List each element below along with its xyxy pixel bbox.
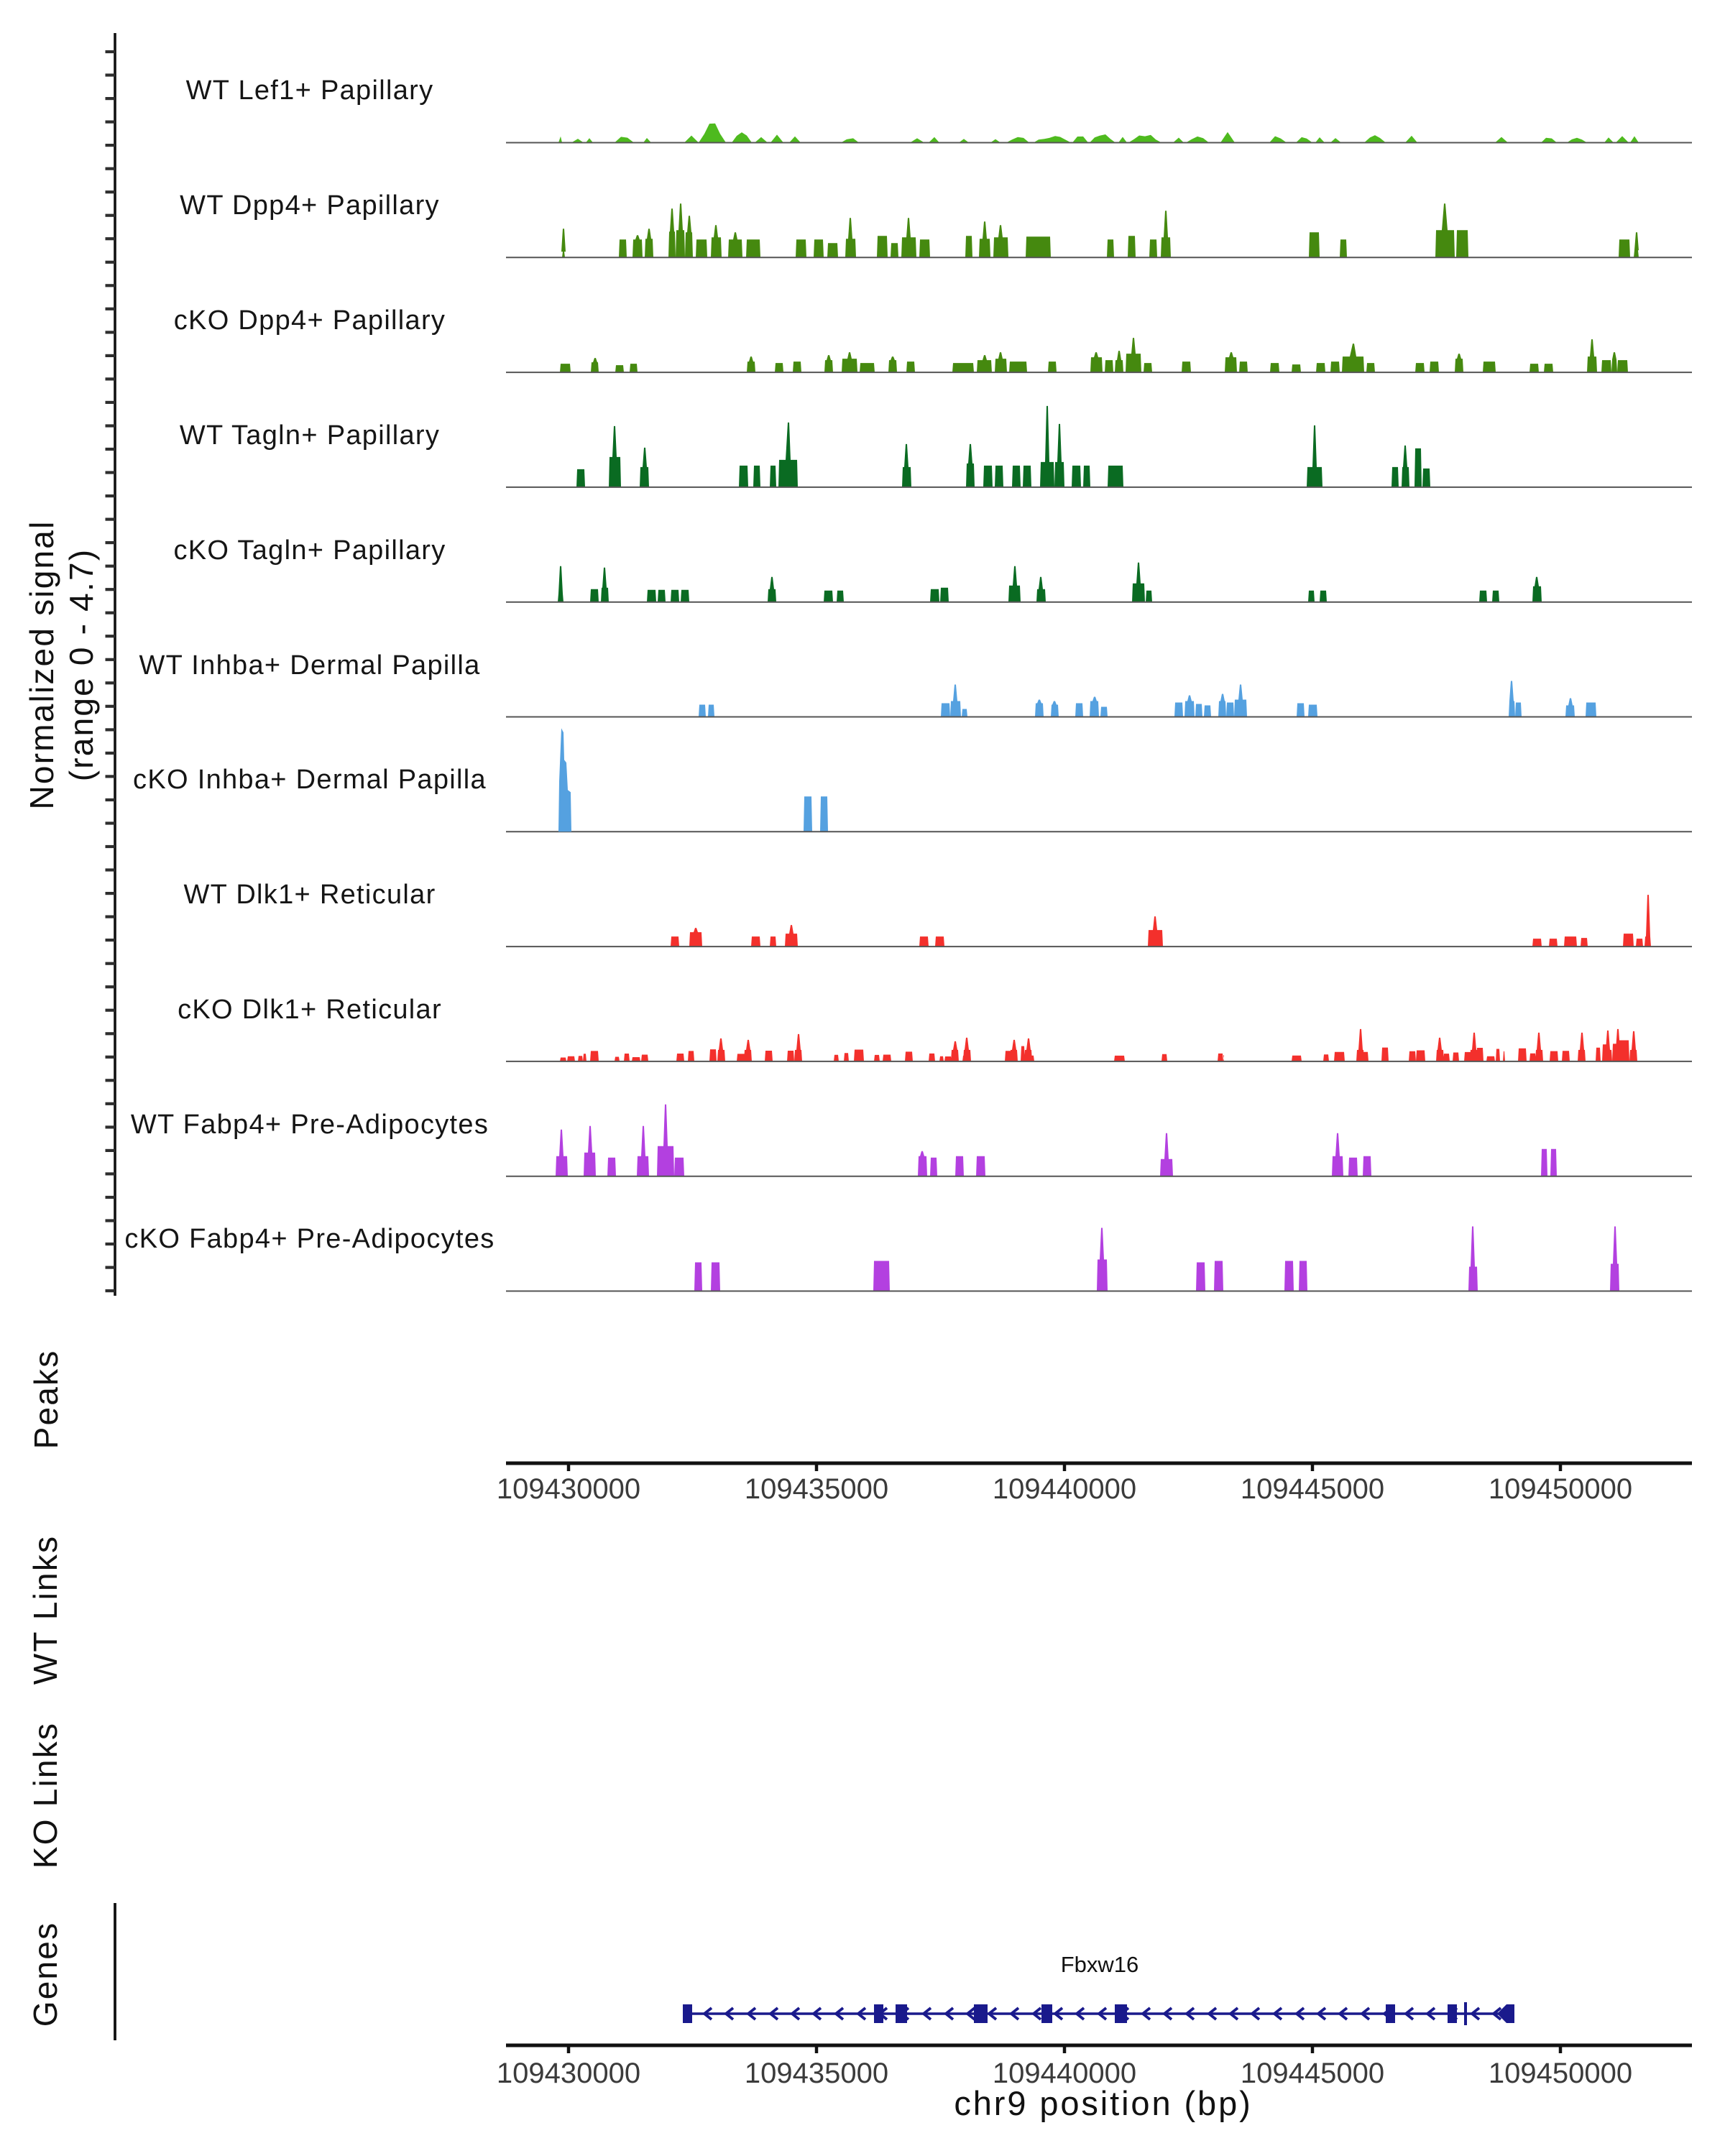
svg-text:109450000: 109450000 [1489, 2058, 1632, 2089]
svg-text:WT Tagln+ Papillary: WT Tagln+ Papillary [180, 420, 440, 451]
svg-text:109440000: 109440000 [993, 2058, 1136, 2089]
svg-text:WT Lef1+ Papillary: WT Lef1+ Papillary [186, 75, 434, 106]
svg-text:cKO Dpp4+ Papillary: cKO Dpp4+ Papillary [174, 305, 446, 336]
svg-text:cKO Inhba+ Dermal Papilla: cKO Inhba+ Dermal Papilla [133, 765, 487, 795]
svg-text:WT Dlk1+ Reticular: WT Dlk1+ Reticular [183, 880, 436, 910]
svg-text:109430000: 109430000 [497, 1473, 640, 1505]
svg-text:109430000: 109430000 [497, 2058, 640, 2089]
svg-text:WT Links: WT Links [27, 1535, 64, 1685]
svg-text:Normalized signal: Normalized signal [23, 520, 60, 810]
svg-text:WT Fabp4+ Pre-Adipocytes: WT Fabp4+ Pre-Adipocytes [131, 1110, 489, 1140]
svg-text:WT Inhba+ Dermal Papilla: WT Inhba+ Dermal Papilla [139, 650, 480, 681]
svg-text:(range 0 - 4.7): (range 0 - 4.7) [63, 548, 100, 781]
svg-text:109450000: 109450000 [1489, 1473, 1632, 1505]
svg-text:Fbxw16: Fbxw16 [1061, 1952, 1139, 1977]
svg-text:cKO Fabp4+ Pre-Adipocytes: cKO Fabp4+ Pre-Adipocytes [124, 1224, 494, 1254]
svg-text:109445000: 109445000 [1241, 1473, 1384, 1505]
svg-text:Peaks: Peaks [27, 1350, 65, 1450]
svg-text:cKO Dlk1+ Reticular: cKO Dlk1+ Reticular [178, 995, 442, 1025]
svg-text:109440000: 109440000 [993, 1473, 1136, 1505]
svg-text:109435000: 109435000 [745, 2058, 888, 2089]
svg-text:WT Dpp4+ Papillary: WT Dpp4+ Papillary [180, 190, 440, 221]
svg-text:KO Links: KO Links [27, 1722, 64, 1869]
svg-text:cKO Tagln+ Papillary: cKO Tagln+ Papillary [173, 535, 446, 566]
svg-text:Genes: Genes [27, 1922, 64, 2027]
svg-text:109435000: 109435000 [745, 1473, 888, 1505]
svg-text:109445000: 109445000 [1241, 2058, 1384, 2089]
svg-text:chr9 position (bp): chr9 position (bp) [954, 2084, 1252, 2122]
